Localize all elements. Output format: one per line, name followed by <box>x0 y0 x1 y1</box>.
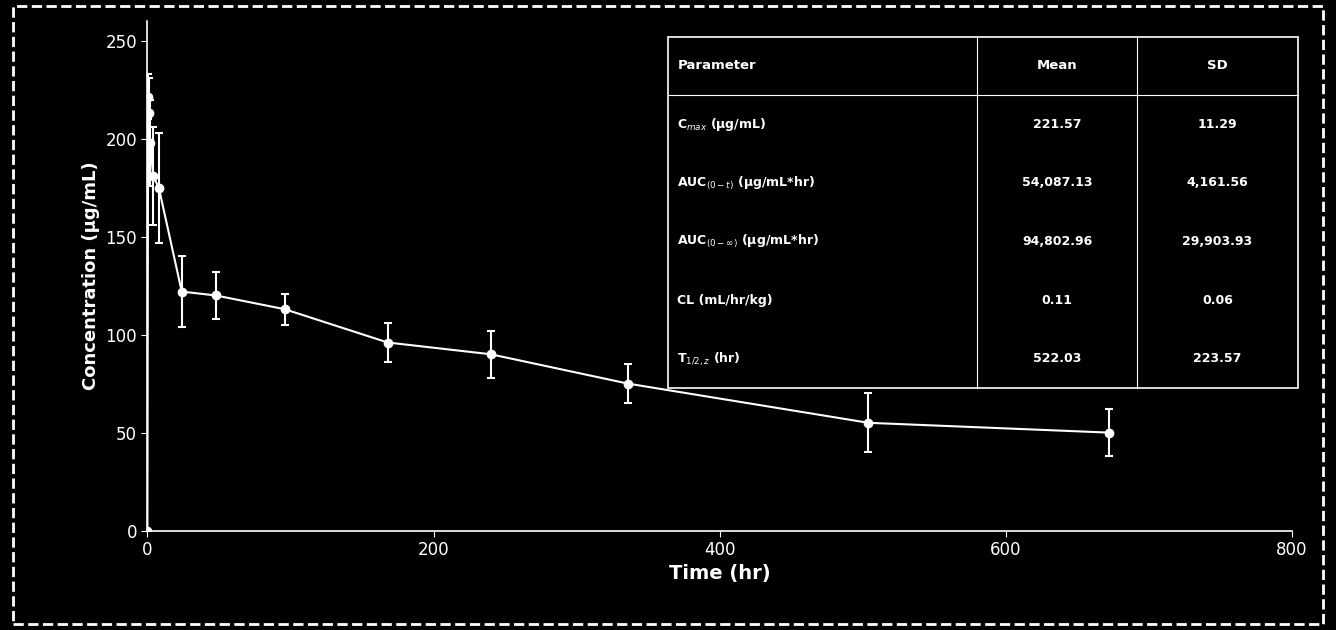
Text: 223.57: 223.57 <box>1193 352 1241 365</box>
Text: 11.29: 11.29 <box>1197 118 1237 131</box>
Text: SD: SD <box>1208 59 1228 72</box>
Text: 94,802.96: 94,802.96 <box>1022 235 1093 248</box>
Text: 29,903.93: 29,903.93 <box>1182 235 1253 248</box>
Bar <box>668 37 1297 388</box>
Text: T$_{1/2,z}$ (hr): T$_{1/2,z}$ (hr) <box>677 350 741 367</box>
Text: C$_{max}$ (μg/mL): C$_{max}$ (μg/mL) <box>677 116 767 133</box>
Text: 0.06: 0.06 <box>1202 294 1233 307</box>
X-axis label: Time (hr): Time (hr) <box>669 564 771 583</box>
Text: AUC$_{(0-t)}$ (μg/mL*hr): AUC$_{(0-t)}$ (μg/mL*hr) <box>677 175 815 192</box>
Y-axis label: Concentration (μg/mL): Concentration (μg/mL) <box>81 162 100 390</box>
Text: CL (mL/hr/kg): CL (mL/hr/kg) <box>677 294 774 307</box>
Text: 0.11: 0.11 <box>1042 294 1073 307</box>
Text: 4,161.56: 4,161.56 <box>1186 176 1248 190</box>
Text: 54,087.13: 54,087.13 <box>1022 176 1093 190</box>
Text: Parameter: Parameter <box>677 59 756 72</box>
Text: 522.03: 522.03 <box>1033 352 1081 365</box>
Text: Mean: Mean <box>1037 59 1078 72</box>
Text: AUC$_{(0-∞)}$ (μg/mL*hr): AUC$_{(0-∞)}$ (μg/mL*hr) <box>677 233 819 250</box>
Text: 221.57: 221.57 <box>1033 118 1082 131</box>
